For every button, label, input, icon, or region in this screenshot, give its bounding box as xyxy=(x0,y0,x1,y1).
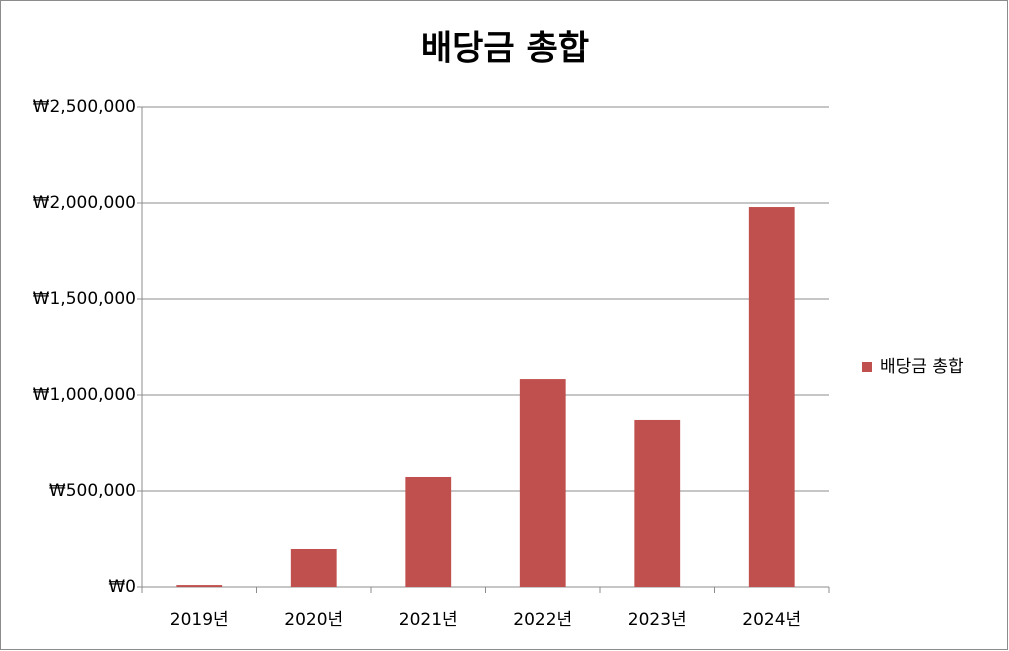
x-tick-label: 2021년 xyxy=(399,610,458,630)
y-tick-label: ₩0 xyxy=(108,577,136,597)
x-tick-label: 2022년 xyxy=(513,610,572,630)
bar xyxy=(634,419,681,587)
y-tick-label: ₩1,000,000 xyxy=(33,385,136,405)
legend-swatch xyxy=(862,362,872,372)
bar xyxy=(176,585,223,587)
y-tick-label: ₩2,000,000 xyxy=(33,193,136,213)
chart-title: 배당금 총합 xyxy=(421,29,589,69)
y-tick-label: ₩2,500,000 xyxy=(33,97,136,117)
x-tick-label: 2019년 xyxy=(170,610,229,630)
x-tick-label: 2024년 xyxy=(742,610,801,630)
bar xyxy=(290,548,337,587)
x-tick-label: 2023년 xyxy=(628,610,687,630)
bar xyxy=(748,207,795,588)
y-tick-label: ₩500,000 xyxy=(49,481,136,501)
bar xyxy=(405,476,452,587)
bar xyxy=(519,379,566,587)
y-tick-label: ₩1,500,000 xyxy=(33,289,136,309)
x-tick-label: 2020년 xyxy=(284,610,343,630)
legend-label: 배당금 총합 xyxy=(880,357,964,377)
